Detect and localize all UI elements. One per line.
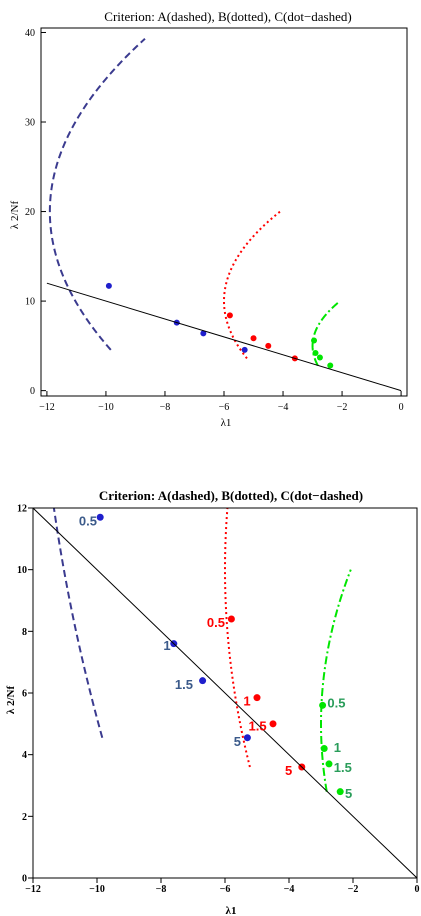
y-tick-label: 12 [17, 504, 27, 515]
x-tick-label: −10 [89, 884, 105, 895]
series-dot-dashed-point [320, 745, 328, 752]
chart-2: Criterion: A(dashed), B(dotted), C(dot−d… [5, 488, 420, 916]
x-tick-label: −8 [160, 402, 171, 413]
x-tick-label: −4 [278, 402, 289, 413]
series-dot-dashed-point [325, 760, 333, 768]
series-dotted-line [224, 508, 251, 768]
chart-2-y-ticks: 0 2 4 6 8 10 12 [17, 504, 33, 885]
x-tick-label: −6 [220, 884, 231, 895]
y-tick-label: 10 [17, 565, 27, 576]
series-dotted-point [253, 694, 261, 702]
y-tick-label: 6 [22, 689, 27, 700]
x-tick-label: −6 [219, 402, 230, 413]
series-dotted-point [269, 720, 277, 728]
series-dotted-point [265, 342, 272, 349]
series-dashed-point [199, 677, 207, 685]
x-tick-label: −10 [98, 402, 114, 413]
y-tick-label: 40 [25, 28, 35, 39]
point-annotation: 1.5 [249, 718, 267, 733]
series-dashed-point [243, 734, 251, 742]
series-dashed-line [48, 38, 146, 351]
point-annotation: 1 [334, 740, 341, 755]
x-tick-label: −12 [39, 402, 55, 413]
series-dashed-point [241, 346, 248, 353]
series-dashed-point [96, 513, 104, 521]
point-annotation: 1.5 [334, 760, 352, 775]
point-annotation: 1 [163, 638, 170, 653]
series-dot-dashed-line [320, 569, 352, 792]
series-dashed-point [105, 282, 112, 289]
series-dashed-line [52, 508, 104, 738]
y-tick-label: 0 [22, 874, 27, 885]
x-tick-label: 0 [415, 884, 420, 895]
x-tick-label: −12 [25, 884, 41, 895]
chart-1-x-axis-label: λ1 [221, 417, 232, 429]
x-tick-label: −2 [348, 884, 359, 895]
y-tick-label: 2 [22, 812, 27, 823]
series-dashed-point [200, 330, 207, 337]
chart-1-title: Criterion: A(dashed), B(dotted), C(dot−d… [104, 9, 351, 24]
chart-1-y-axis-label: λ 2/Nf [9, 201, 21, 230]
y-tick-label: 10 [25, 297, 35, 308]
plot-content [33, 508, 417, 878]
y-tick-label: 0 [30, 386, 35, 397]
series-dotted-point [250, 335, 257, 342]
y-tick-label: 4 [22, 750, 27, 761]
x-tick-label: −8 [156, 884, 167, 895]
series-dotted-point [227, 615, 235, 623]
series-dot-dashed-point [319, 701, 327, 709]
series-dot-dashed-point [336, 788, 344, 796]
series-dot-dashed-line [311, 300, 341, 367]
x-tick-label: −4 [284, 884, 295, 895]
y-tick-label: 30 [25, 118, 35, 129]
point-annotation: 0.5 [207, 615, 225, 630]
chart-1-plot-area [40, 27, 408, 397]
y-tick-label: 20 [25, 207, 35, 218]
series-dot-dashed-point [316, 354, 323, 361]
series-dotted-line [223, 210, 281, 360]
chart-2-point-annotations: 0.5 1 1.5 5 0.5 1 1.5 5 0.5 1 1.5 5 [79, 513, 352, 801]
series-solid-line [46, 282, 402, 392]
chart-1-x-ticks: −12 −10 −8 −6 −4 −2 0 [39, 391, 404, 413]
y-tick-label: 8 [22, 627, 27, 638]
x-tick-label: −2 [337, 402, 348, 413]
chart-2-x-ticks: −12 −10 −8 −6 −4 −2 0 [25, 878, 420, 895]
chart-2-x-axis-label: λ1 [226, 905, 237, 916]
point-annotation: 0.5 [327, 695, 345, 710]
point-annotation: 5 [234, 734, 241, 749]
chart-2-plot-area [32, 507, 418, 879]
point-annotation: 0.5 [79, 513, 97, 528]
chart-1-y-ticks: 0 10 20 30 40 [25, 28, 46, 397]
chart-1: Criterion: A(dashed), B(dotted), C(dot−d… [9, 9, 408, 429]
series-solid-line [33, 508, 417, 878]
plot-content [46, 38, 402, 392]
series-dot-dashed-point [327, 362, 334, 369]
point-annotation: 1 [243, 694, 250, 709]
chart-2-title: Criterion: A(dashed), B(dotted), C(dot−d… [99, 488, 363, 503]
series-dot-dashed-point [312, 350, 319, 357]
chart-2-y-axis-label: λ 2/Nf [5, 686, 17, 715]
point-annotation: 5 [345, 786, 352, 801]
series-dot-dashed-point [311, 337, 318, 344]
point-annotation: 5 [285, 763, 292, 778]
point-annotation: 1.5 [175, 677, 193, 692]
plot-frame [40, 27, 408, 397]
x-tick-label: 0 [399, 402, 404, 413]
series-dotted-point [226, 312, 233, 319]
